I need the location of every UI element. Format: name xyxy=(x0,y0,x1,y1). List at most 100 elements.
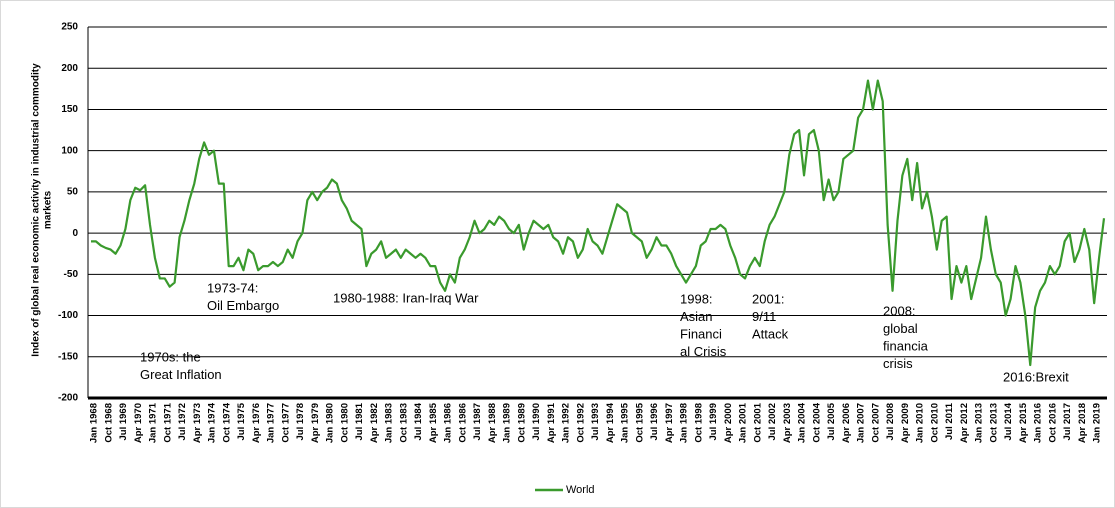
x-tick-label: Apr 1976 xyxy=(251,403,262,443)
x-tick-label: Oct 2004 xyxy=(811,402,822,442)
data-line xyxy=(91,79,1106,367)
annotation: crisis xyxy=(883,356,913,371)
annotation: financia xyxy=(883,338,929,353)
x-tick-label: Jan 2007 xyxy=(856,403,867,443)
annotation: global xyxy=(883,321,918,336)
annotation: 2016:Brexit xyxy=(1003,369,1069,384)
y-tick-label: -50 xyxy=(64,269,79,280)
x-tick-label: Oct 1998 xyxy=(693,403,704,443)
x-tick-label: Jan 1986 xyxy=(443,403,454,443)
x-tick-label: Jul 2008 xyxy=(885,403,896,441)
x-tick-label: Oct 2007 xyxy=(870,403,881,443)
x-tick-label: Jul 1996 xyxy=(649,403,660,441)
legend-label: World xyxy=(566,484,595,496)
annotation: 1980-1988: Iran-Iraq War xyxy=(333,290,479,305)
x-tick-label: Jul 1999 xyxy=(708,403,719,441)
annotation: 2008: xyxy=(883,303,916,318)
y-axis-title: Index of global real economic activity i… xyxy=(31,63,42,357)
x-tick-label: Apr 1973 xyxy=(192,403,203,443)
x-tick-label: Jan 1974 xyxy=(207,402,218,443)
x-tick-label: Jul 2014 xyxy=(1003,402,1014,440)
x-tick-label: Jul 1972 xyxy=(177,403,188,441)
x-tick-label: Jan 1977 xyxy=(266,403,277,443)
y-tick-label: 0 xyxy=(72,228,78,239)
y-tick-label: 250 xyxy=(61,22,78,33)
x-tick-label: Oct 1995 xyxy=(634,402,645,442)
x-tick-label: Oct 1983 xyxy=(398,403,409,443)
annotation: 1998: xyxy=(680,291,713,306)
annotation: 9/11 xyxy=(752,309,776,324)
x-tick-label: Jul 1981 xyxy=(354,402,365,440)
x-tick-label: Oct 2001 xyxy=(752,402,763,442)
annotation: Attack xyxy=(752,326,789,341)
x-tick-label: Oct 1974 xyxy=(221,402,232,442)
x-tick-label: Jan 2013 xyxy=(974,403,985,443)
x-tick-label: Oct 1971 xyxy=(162,402,173,442)
x-tick-label: Jan 1980 xyxy=(325,403,336,443)
y-tick-label: -150 xyxy=(58,351,78,362)
x-tick-label: Jan 1983 xyxy=(384,403,395,443)
x-tick-label: Apr 1985 xyxy=(428,402,439,443)
x-tick-label: Apr 2006 xyxy=(841,403,852,443)
x-tick-label: Jan 2016 xyxy=(1033,403,1044,443)
annotation: Financi xyxy=(680,326,722,341)
x-tick-label: Jul 1987 xyxy=(472,403,483,441)
x-tick-label: Jul 1975 xyxy=(236,402,247,440)
y-tick-label: -200 xyxy=(58,393,78,404)
annotation: 1973-74: xyxy=(207,280,258,295)
annotation: 1970s: the xyxy=(140,349,201,364)
y-tick-label: 150 xyxy=(61,104,78,115)
x-tick-label: Jul 1990 xyxy=(531,403,542,441)
x-tick-label: Apr 2009 xyxy=(900,403,911,443)
y-axis-title: markets xyxy=(43,190,54,229)
y-tick-label: 50 xyxy=(67,187,79,198)
x-tick-label: Jan 1989 xyxy=(502,403,513,443)
x-tick-label: Jan 1971 xyxy=(148,402,159,443)
x-tick-label: Apr 1982 xyxy=(369,403,380,443)
x-tick-label: Jan 2001 xyxy=(738,402,749,443)
x-tick-label: Apr 2018 xyxy=(1077,403,1088,443)
x-tick-label: Jul 1993 xyxy=(590,403,601,441)
annotation: Oil Embargo xyxy=(207,298,279,313)
x-tick-label: Jan 1992 xyxy=(561,403,572,443)
x-tick-label: Apr 1988 xyxy=(487,403,498,443)
y-tick-label: 100 xyxy=(61,145,78,156)
x-tick-label: Jul 2017 xyxy=(1062,403,1073,441)
x-tick-label: Oct 2013 xyxy=(988,403,999,443)
x-tick-label: Jul 1969 xyxy=(118,403,129,441)
x-tick-label: Jan 2010 xyxy=(915,403,926,443)
x-tick-label: Apr 1997 xyxy=(664,403,675,443)
annotation: Asian xyxy=(680,309,713,324)
x-tick-label: Apr 1970 xyxy=(133,403,144,443)
x-tick-label: Oct 1968 xyxy=(103,403,114,443)
x-tick-label: Jan 1998 xyxy=(679,403,690,443)
x-tick-label: Apr 1979 xyxy=(310,403,321,443)
y-tick-label: 200 xyxy=(61,63,78,74)
annotation: al Crisis xyxy=(680,344,727,359)
y-tick-label: -100 xyxy=(58,310,78,321)
x-tick-label: Apr 2003 xyxy=(782,403,793,443)
x-tick-label: Apr 1991 xyxy=(546,402,557,443)
x-tick-label: Oct 1986 xyxy=(457,403,468,443)
x-tick-label: Jul 2005 xyxy=(826,402,837,440)
x-tick-label: Jul 1978 xyxy=(295,403,306,441)
x-tick-label: Jul 2002 xyxy=(767,403,778,441)
annotation: 2001: xyxy=(752,291,785,306)
x-tick-label: Oct 1980 xyxy=(339,403,350,443)
annotation: Great Inflation xyxy=(140,367,222,382)
x-tick-label: Apr 2000 xyxy=(723,403,734,443)
x-tick-label: Jan 1995 xyxy=(620,402,631,443)
x-tick-label: Oct 1989 xyxy=(516,403,527,443)
x-tick-label: Jan 2019 xyxy=(1092,403,1103,443)
x-tick-label: Oct 1977 xyxy=(280,403,291,443)
x-tick-label: Oct 2010 xyxy=(929,403,940,443)
x-tick-label: Jul 1984 xyxy=(413,402,424,440)
x-tick-label: Oct 2016 xyxy=(1047,403,1058,443)
x-tick-label: Apr 1994 xyxy=(605,402,616,443)
x-tick-label: Apr 2012 xyxy=(959,403,970,443)
x-tick-label: Jan 1968 xyxy=(89,403,100,443)
x-tick-label: Jan 2004 xyxy=(797,402,808,443)
x-tick-label: Oct 1992 xyxy=(575,403,586,443)
